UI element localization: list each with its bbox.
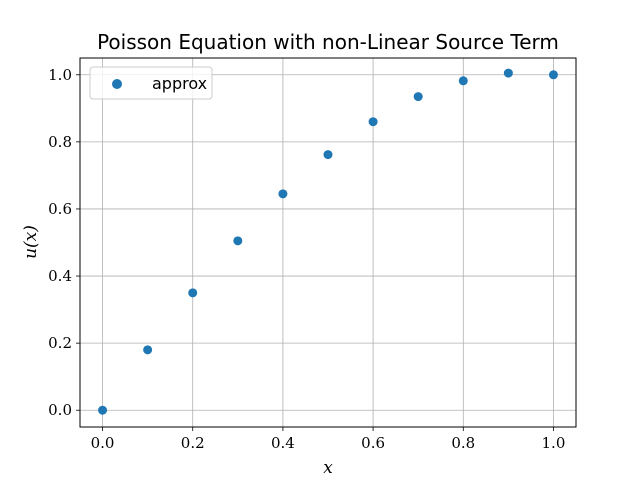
legend: approx bbox=[89, 66, 213, 100]
data-point bbox=[503, 68, 513, 78]
data-point bbox=[278, 189, 288, 199]
x-tick-label: 0.2 bbox=[181, 434, 205, 452]
legend-box bbox=[89, 66, 213, 100]
data-point bbox=[98, 405, 108, 415]
x-tick-label: 0.4 bbox=[271, 434, 295, 452]
data-point bbox=[548, 70, 558, 80]
x-tick-label: 0.0 bbox=[91, 434, 115, 452]
data-point bbox=[323, 150, 333, 160]
grid-lines bbox=[80, 58, 576, 427]
x-tick-label: 1.0 bbox=[542, 434, 566, 452]
y-tick-label: 1.0 bbox=[48, 66, 72, 84]
data-point bbox=[233, 236, 243, 246]
data-point bbox=[368, 117, 378, 127]
legend-label: approx bbox=[152, 74, 207, 93]
y-tick-label: 0.6 bbox=[48, 200, 72, 218]
axis-ticks: 0.0 0.2 0.4 0.6 0.8 1.0 0.0 0.2 0.4 0.6 0.8 1.0 bbox=[48, 66, 565, 452]
y-tick-label: 0.8 bbox=[48, 133, 72, 151]
data-point bbox=[413, 92, 423, 102]
data-point bbox=[188, 288, 198, 298]
x-axis-label: x bbox=[323, 458, 333, 478]
data-point bbox=[143, 345, 153, 355]
y-tick-label: 0.0 bbox=[48, 401, 72, 419]
x-tick-label: 0.8 bbox=[451, 434, 475, 452]
y-tick-label: 0.4 bbox=[48, 267, 72, 285]
data-point bbox=[458, 76, 468, 86]
y-tick-label: 0.2 bbox=[48, 334, 72, 352]
x-tick-label: 0.6 bbox=[361, 434, 385, 452]
chart-title: Poisson Equation with non-Linear Source … bbox=[97, 30, 559, 54]
y-axis-label: u(x) bbox=[21, 225, 41, 259]
data-points bbox=[98, 68, 558, 415]
plot-frame bbox=[79, 57, 577, 428]
legend-marker bbox=[112, 79, 122, 89]
